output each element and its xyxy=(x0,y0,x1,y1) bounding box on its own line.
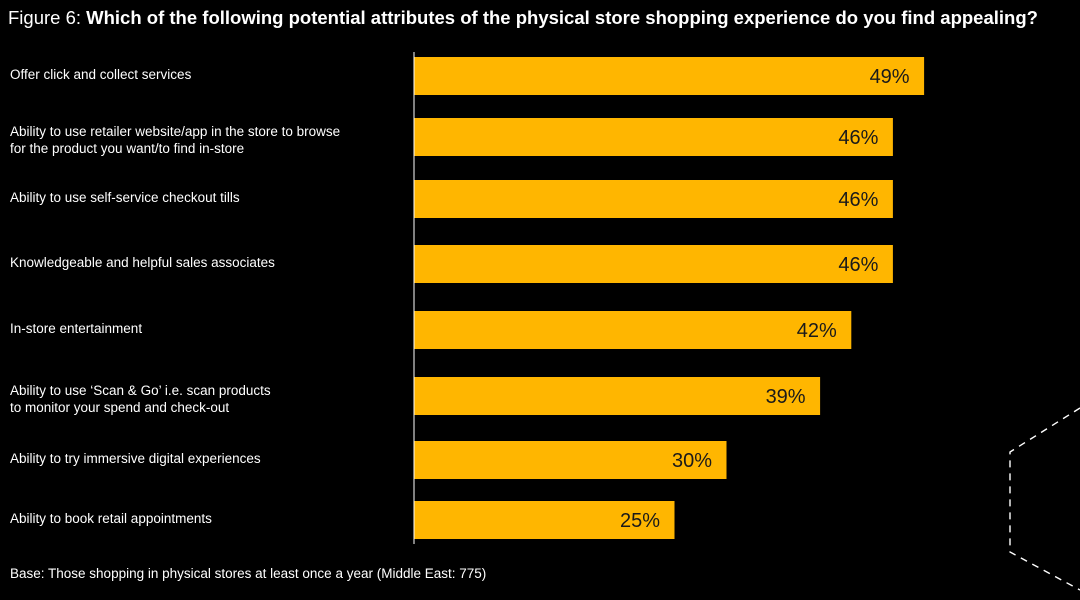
category-label: Ability to try immersive digital experie… xyxy=(10,451,261,466)
bar xyxy=(414,311,852,349)
category-label: Knowledgeable and helpful sales associat… xyxy=(10,255,275,270)
bar xyxy=(414,57,925,95)
bar xyxy=(414,180,893,218)
value-label: 46% xyxy=(838,189,878,211)
category-label: In-store entertainment xyxy=(10,321,142,336)
value-label: 39% xyxy=(766,386,806,408)
category-label: Ability to use retailer website/app in t… xyxy=(10,124,340,156)
bar xyxy=(414,377,821,415)
bar xyxy=(414,245,893,283)
base-footnote: Base: Those shopping in physical stores … xyxy=(10,566,487,581)
bar xyxy=(414,441,727,479)
figure-number: Figure 6: xyxy=(8,7,87,28)
category-label: Ability to book retail appointments xyxy=(10,511,212,526)
chart-question: Which of the following potential attribu… xyxy=(86,7,1038,28)
value-label: 46% xyxy=(838,254,878,276)
value-label: 42% xyxy=(797,320,837,342)
bar xyxy=(414,118,893,156)
category-label: Ability to use ‘Scan & Go’ i.e. scan pro… xyxy=(10,383,271,415)
value-label: 49% xyxy=(870,66,910,88)
category-label: Offer click and collect services xyxy=(10,67,192,82)
value-label: 25% xyxy=(620,510,660,532)
bar xyxy=(414,501,675,539)
chart-title: Figure 6: Which of the following potenti… xyxy=(8,7,1038,29)
value-label: 46% xyxy=(838,127,878,149)
category-label: Ability to use self-service checkout til… xyxy=(10,190,240,205)
value-label: 30% xyxy=(672,450,712,472)
